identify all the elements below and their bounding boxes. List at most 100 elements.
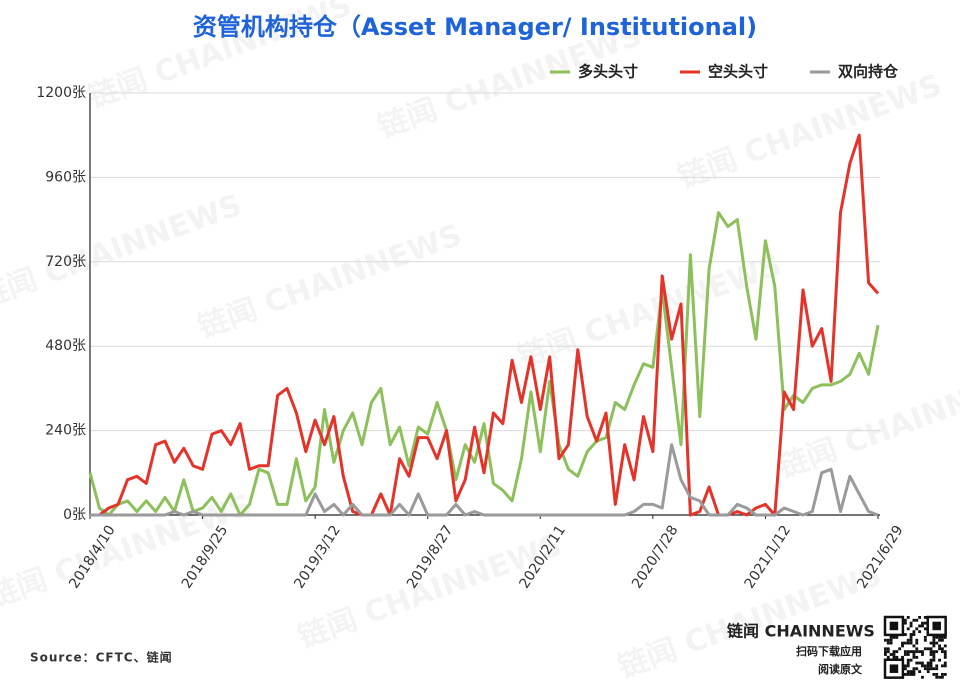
qr-cell [889, 653, 893, 656]
legend-label: 双向持仓 [838, 63, 899, 81]
qr-cell [906, 638, 910, 642]
qr-cell [895, 655, 899, 659]
qr-cell [943, 653, 947, 656]
qr-cell [938, 658, 941, 662]
qr-cell [932, 673, 936, 676]
qr-cell [932, 667, 936, 671]
qr-cell [921, 650, 924, 654]
brand-line2: 阅读原文 [818, 662, 863, 676]
qr-cell [912, 630, 916, 634]
qr-finder-core [932, 621, 941, 631]
qr-cell [941, 638, 944, 642]
qr-cell [929, 664, 933, 668]
qr-cell [912, 633, 916, 636]
qr-cell [923, 638, 927, 642]
qr-cell [886, 650, 890, 654]
qr-cell [935, 650, 939, 654]
qr-code [882, 614, 948, 680]
qr-cell [906, 616, 910, 619]
qr-cell [929, 641, 933, 645]
qr-cell [892, 655, 896, 659]
qr-cell [926, 661, 930, 665]
qr-cell [943, 664, 947, 668]
qr-cell [884, 650, 887, 654]
qr-cell [892, 635, 896, 639]
qr-cell [909, 638, 913, 642]
source: Source：CFTC、链闻 [30, 650, 173, 665]
qr-cell [918, 630, 922, 634]
qr-cell [932, 638, 936, 642]
qr-cell [932, 655, 936, 659]
qr-cell [943, 673, 947, 676]
qr-cell [903, 673, 907, 676]
qr-cell [901, 644, 904, 648]
qr-cell [921, 675, 924, 679]
qr-cell [932, 658, 936, 662]
qr-cell [886, 641, 890, 645]
y-tick-label: 0张 [63, 507, 86, 523]
qr-cell [903, 621, 907, 625]
qr-cell [906, 658, 910, 662]
qr-finder [883, 658, 905, 679]
qr-cell [918, 624, 922, 628]
qr-cell [886, 638, 890, 642]
qr-cell [903, 667, 907, 671]
qr-cell [906, 627, 910, 631]
qr-cell [912, 670, 916, 673]
series-line [90, 133, 880, 517]
qr-cell [901, 641, 904, 645]
y-tick-label: 480张 [45, 338, 86, 354]
qr-cell [929, 661, 933, 665]
qr-cell [943, 655, 947, 659]
qr-finder [883, 615, 905, 637]
qr-cell [921, 621, 924, 625]
qr-cell [929, 667, 933, 671]
qr-cell [943, 661, 947, 665]
qr-cell [903, 664, 907, 668]
qr-cell [918, 661, 922, 665]
qr-cell [938, 675, 941, 679]
qr-cell [935, 641, 939, 645]
qr-cell [915, 667, 919, 671]
qr-cell [912, 653, 916, 656]
qr-cell [935, 667, 939, 671]
qr-cell [909, 650, 913, 654]
qr-cell [886, 647, 890, 651]
qr-cell [923, 621, 927, 625]
qr-cell [918, 616, 922, 619]
qr-cell [909, 658, 913, 662]
qr-cell [912, 644, 916, 648]
qr-cell [941, 675, 944, 679]
qr-cell [935, 675, 939, 679]
qr-cell [932, 650, 936, 654]
qr-cell [903, 633, 907, 636]
qr-cell [889, 641, 893, 645]
qr-cell [938, 644, 941, 648]
legend-label: 空头头寸 [708, 63, 768, 81]
qr-cell [941, 673, 944, 676]
qr-cell [923, 635, 927, 639]
qr-cell [941, 647, 944, 651]
qr-cell [915, 647, 919, 651]
series-line [88, 211, 880, 517]
qr-cell [938, 647, 941, 651]
qr-cell [909, 633, 913, 636]
qr-cell [898, 647, 902, 651]
qr-cell [921, 661, 924, 665]
qr-cell [923, 627, 927, 631]
qr-cell [912, 655, 916, 659]
qr-cell [943, 644, 947, 648]
y-tick-label: 240张 [45, 423, 86, 439]
qr-cell [932, 635, 936, 639]
qr-cell [884, 653, 887, 656]
qr-cell [912, 618, 916, 622]
qr-cell [943, 650, 947, 654]
qr-cell [923, 667, 927, 671]
qr-cell [906, 650, 910, 654]
qr-cell [906, 664, 910, 668]
qr-cell [906, 661, 910, 665]
qr-cell [909, 670, 913, 673]
qr-cell [903, 641, 907, 645]
qr-finder-core [889, 621, 899, 631]
qr-cell [903, 618, 907, 622]
